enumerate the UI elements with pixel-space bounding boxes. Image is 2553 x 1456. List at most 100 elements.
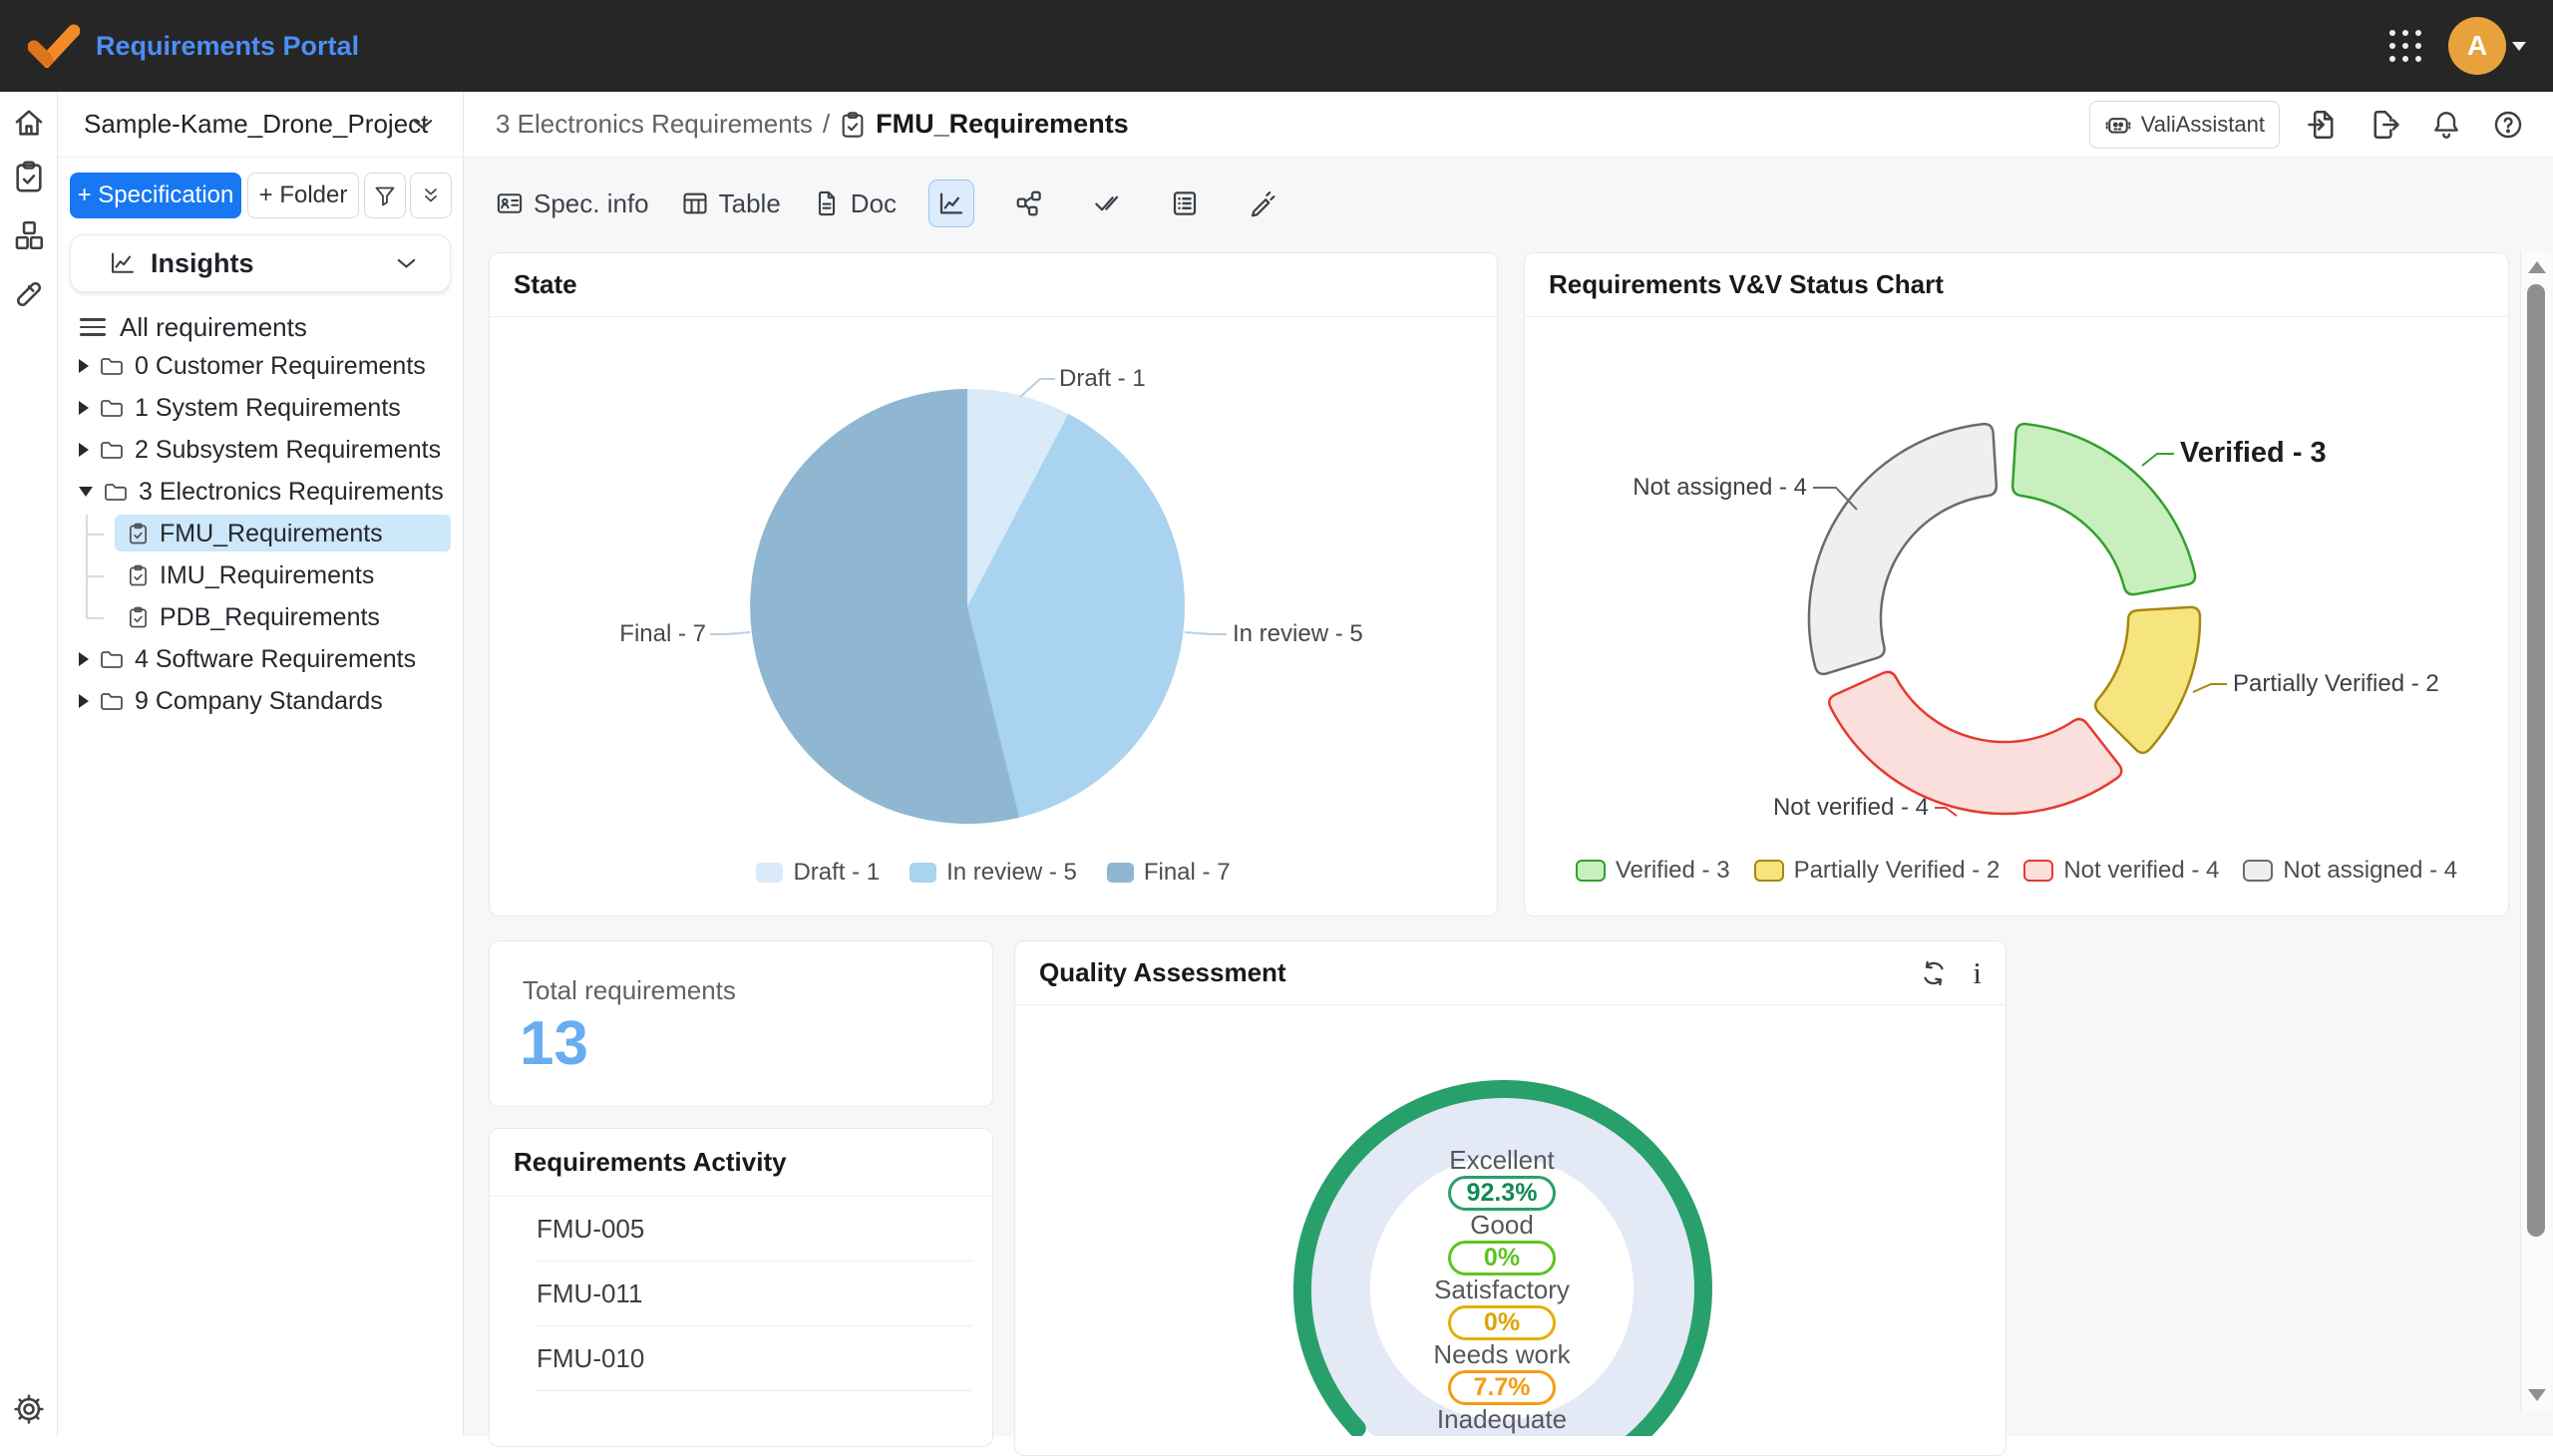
legend-label: Not assigned - 4 [2283, 857, 2458, 884]
insights-selector[interactable]: Insights [70, 234, 451, 292]
tree-item-3-electronics-requirements[interactable]: 3 Electronics Requirements [58, 471, 463, 513]
refresh-icon [1924, 960, 1944, 985]
legend-item[interactable]: Not assigned - 4 [2243, 857, 2457, 885]
vv-legend: Verified - 3 Partially Verified - 2 Not ve… [1524, 857, 2509, 885]
verification-view-button[interactable] [1084, 180, 1130, 227]
line-chart-icon [939, 192, 963, 214]
tree-item-0-customer-requirements[interactable]: 0 Customer Requirements [58, 345, 463, 387]
caret-collapsed-icon[interactable] [79, 443, 89, 457]
funnel-icon [375, 186, 395, 206]
help-circle-icon [2494, 111, 2522, 138]
state-legend: Draft - 1 In review - 5 Final - 7 [489, 859, 1498, 887]
legend-label: Final - 7 [1143, 859, 1231, 886]
vali-assistant-label: ValiAssistant [2140, 111, 2265, 137]
project-selector[interactable]: Sample-Kame_Drone_Project [58, 92, 463, 158]
tree-item-label: FMU_Requirements [160, 519, 383, 547]
tree-item-fmu-requirements[interactable]: FMU_Requirements [58, 513, 463, 554]
account-menu-caret-icon[interactable] [2512, 42, 2526, 51]
avatar[interactable]: A [2448, 17, 2506, 75]
breadcrumb-parent[interactable]: 3 Electronics Requirements [496, 109, 813, 139]
export-button[interactable] [2366, 106, 2403, 144]
apps-grid-button[interactable] [2389, 30, 2421, 62]
add-folder-button[interactable]: + Folder [247, 173, 359, 218]
legend-swatch [910, 863, 937, 883]
caret-collapsed-icon[interactable] [79, 694, 89, 708]
legend-label: Verified - 3 [1615, 857, 1730, 884]
add-specification-button[interactable]: + Specification [70, 173, 241, 218]
tree-item-imu-requirements[interactable]: IMU_Requirements [58, 554, 463, 596]
tab-doc[interactable]: Doc [813, 188, 897, 219]
tree-item-9-company-standards[interactable]: 9 Company Standards [58, 680, 463, 722]
total-requirements-card: Total requirements 13 [489, 940, 993, 1107]
legend-swatch [1753, 860, 1784, 882]
donut-label-not-verified: Not verified - 4 [1772, 794, 1929, 821]
folder-icon [100, 439, 124, 461]
caret-collapsed-icon[interactable] [79, 401, 89, 415]
app-title: Requirements Portal [96, 30, 360, 61]
legend-swatch [2023, 860, 2054, 882]
org-chart-icon [1016, 190, 1041, 216]
home-icon[interactable] [11, 105, 47, 141]
legend-label: Not verified - 4 [2063, 857, 2220, 884]
all-requirements-label: All requirements [120, 311, 307, 342]
notifications-button[interactable] [2427, 106, 2465, 144]
legend-item[interactable]: In review - 5 [910, 859, 1077, 887]
state-card: State [489, 252, 1498, 916]
insights-view-button[interactable] [928, 180, 975, 227]
pen-icon [1251, 191, 1276, 217]
caret-collapsed-icon[interactable] [79, 652, 89, 666]
all-requirements-item[interactable]: All requirements [58, 309, 463, 345]
donut-label-not-assigned: Not assigned - 4 [1633, 474, 1807, 501]
legend-item[interactable]: Not verified - 4 [2023, 857, 2219, 885]
list-icon [80, 313, 106, 341]
activity-item-fmu-011[interactable]: FMU-011 [535, 1262, 972, 1326]
legend-item[interactable]: Verified - 3 [1575, 857, 1730, 885]
tab-spec-info-label: Spec. info [534, 187, 649, 218]
total-requirements-label: Total requirements [523, 975, 736, 1005]
table-icon [683, 192, 707, 214]
components-icon[interactable] [11, 217, 47, 253]
selected-highlight [115, 515, 451, 551]
tree-item-label: 1 System Requirements [135, 393, 401, 422]
testing-icon[interactable] [11, 276, 47, 312]
vv-card-title: Requirements V&V Status Chart [1549, 269, 1944, 299]
tree-item-pdb-requirements[interactable]: PDB_Requirements [58, 596, 463, 638]
import-button[interactable] [2304, 106, 2342, 144]
legend-item[interactable]: Draft - 1 [756, 859, 880, 887]
activity-item-fmu-005[interactable]: FMU-005 [535, 1197, 972, 1262]
tree-item-2-subsystem-requirements[interactable]: 2 Subsystem Requirements [58, 429, 463, 471]
tree-item-4-software-requirements[interactable]: 4 Software Requirements [58, 638, 463, 680]
tab-spec-info[interactable]: Spec. info [496, 188, 649, 219]
legend-swatch [1575, 860, 1606, 882]
scroll-down-arrow-icon[interactable] [2528, 1389, 2546, 1401]
tab-table-label: Table [718, 187, 781, 218]
specification-icon [128, 522, 149, 546]
info-icon[interactable]: i [1973, 955, 1982, 990]
collapse-all-button[interactable] [410, 173, 452, 218]
vertical-scrollbar[interactable] [2520, 251, 2551, 1411]
tab-table[interactable]: Table [681, 188, 781, 219]
caret-expanded-icon[interactable] [79, 487, 93, 497]
tree-item-1-system-requirements[interactable]: 1 System Requirements [58, 387, 463, 429]
caret-collapsed-icon[interactable] [79, 359, 89, 373]
legend-item[interactable]: Partially Verified - 2 [1753, 857, 2001, 885]
hierarchy-view-button[interactable] [1006, 180, 1052, 227]
annotate-view-button[interactable] [1240, 180, 1285, 227]
legend-item[interactable]: Final - 7 [1106, 859, 1231, 887]
filter-button[interactable] [364, 173, 406, 218]
scrollbar-thumb[interactable] [2527, 284, 2545, 1237]
quality-metric-label-inadequate: Inadequate [1436, 1404, 1568, 1434]
vali-assistant-button[interactable]: ValiAssistant [2088, 100, 2280, 149]
chevron-down-icon [397, 258, 416, 268]
activity-item-fmu-010[interactable]: FMU-010 [535, 1326, 972, 1391]
pie-label-final: Final - 7 [619, 620, 706, 647]
tree-item-label: IMU_Requirements [160, 560, 375, 589]
requirements-icon[interactable] [11, 159, 47, 194]
refresh-button[interactable] [1915, 954, 1953, 992]
checklist-view-button[interactable] [1162, 180, 1208, 227]
legend-label: Partially Verified - 2 [1793, 857, 2001, 884]
scroll-up-arrow-icon[interactable] [2528, 261, 2546, 273]
sidebar: Sample-Kame_Drone_Project + Specificatio… [58, 92, 464, 1436]
help-button[interactable] [2489, 106, 2527, 144]
settings-gear-icon[interactable] [11, 1391, 47, 1427]
